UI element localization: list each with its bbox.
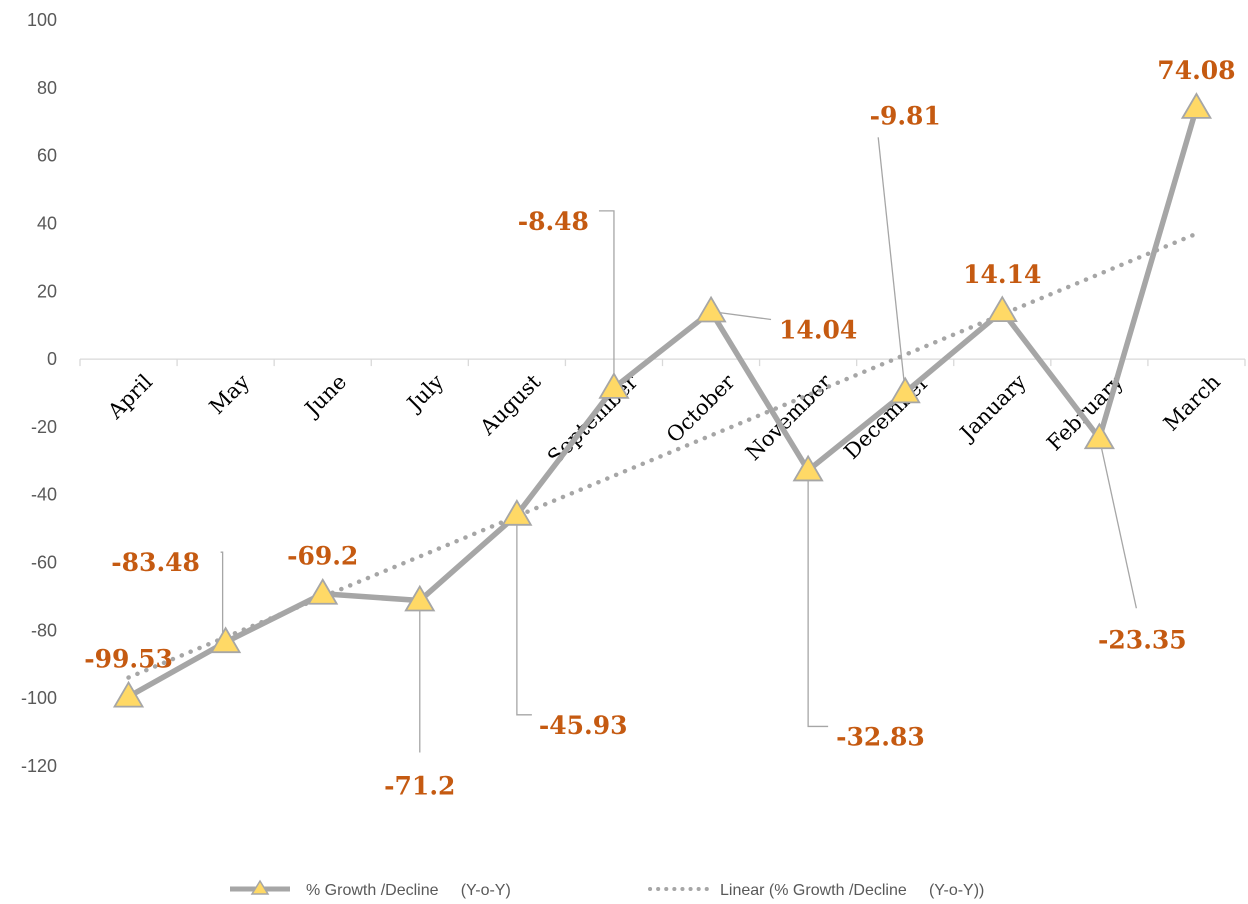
data-label: -99.53 [84, 645, 173, 674]
data-label: -8.48 [518, 207, 589, 236]
leader-line [710, 310, 772, 321]
leader-line [1098, 438, 1138, 609]
legend: % Growth /Decline (Y-o-Y) Linear (% Grow… [230, 879, 984, 899]
data-point-marker [695, 295, 727, 323]
leader-line [877, 137, 906, 393]
data-label: -71.2 [384, 772, 455, 801]
legend-triangle-marker [250, 879, 270, 895]
data-point-marker [598, 372, 630, 399]
x-tick-label: April [103, 369, 158, 424]
leader-line [516, 514, 532, 716]
data-label: -45.93 [539, 711, 628, 740]
y-tick-label: 40 [37, 213, 57, 233]
data-label: -9.81 [870, 101, 941, 130]
leader-line [598, 210, 615, 388]
data-point-marker [501, 499, 533, 526]
data-point-marker [1083, 422, 1115, 450]
data-labels: -99.53 -83.48 -69.2 -71.2 -45.93 -8.48 14.04 -3… [84, 56, 1235, 801]
y-tick-label: 100 [27, 10, 57, 30]
data-label: 14.14 [963, 260, 1041, 289]
data-label: 74.08 [1157, 56, 1235, 85]
y-tick-label: 20 [37, 281, 57, 301]
data-point-marker [889, 376, 921, 404]
y-tick-label: -120 [21, 756, 57, 776]
y-tick-label: 0 [47, 349, 57, 369]
legend-label-trendline: Linear (% Growth /Decline (Y-o-Y)) [720, 882, 984, 899]
y-tick-label: -40 [31, 485, 57, 505]
x-tick-label: August [475, 369, 546, 440]
data-label: -83.48 [111, 548, 200, 577]
data-label: -32.83 [836, 722, 925, 751]
data-point-marker [307, 577, 339, 605]
series-polyline [127, 107, 1200, 699]
x-tick-label: March [1159, 370, 1225, 436]
x-tick-label: July [401, 370, 448, 417]
y-tick-label: -60 [31, 553, 57, 573]
y-tick-label: -80 [31, 620, 57, 640]
data-point-marker [986, 295, 1018, 323]
data-label-leaders [220, 137, 1138, 753]
data-point-marker [1180, 92, 1213, 119]
y-tick-label: -20 [31, 417, 57, 437]
leader-line [220, 551, 224, 643]
data-label: 14.04 [779, 315, 857, 344]
data-label: -69.2 [287, 542, 358, 571]
legend-item-trendline: Linear (% Growth /Decline (Y-o-Y)) [648, 882, 984, 899]
y-tick-label: 80 [37, 78, 57, 98]
series-markers [112, 92, 1213, 708]
x-tick-label: May [205, 370, 255, 420]
legend-label-series: % Growth /Decline (Y-o-Y) [306, 882, 511, 899]
y-tick-label: 60 [37, 146, 57, 166]
y-axis: 100 80 60 40 20 0 -20 -40 -60 -80 -100 -120 [21, 10, 57, 776]
x-tick-label: January [954, 370, 1031, 447]
data-point-marker [404, 584, 436, 612]
x-tick-label: June [299, 370, 351, 422]
data-point-marker [112, 680, 145, 708]
data-point-marker [210, 626, 242, 654]
data-label: -23.35 [1098, 625, 1187, 654]
series-line [127, 107, 1200, 699]
data-point-marker [792, 454, 824, 482]
legend-item-series: % Growth /Decline (Y-o-Y) [230, 879, 511, 899]
leader-line [807, 470, 829, 728]
y-tick-label: -100 [21, 688, 57, 708]
x-tick-label: October [662, 369, 740, 447]
